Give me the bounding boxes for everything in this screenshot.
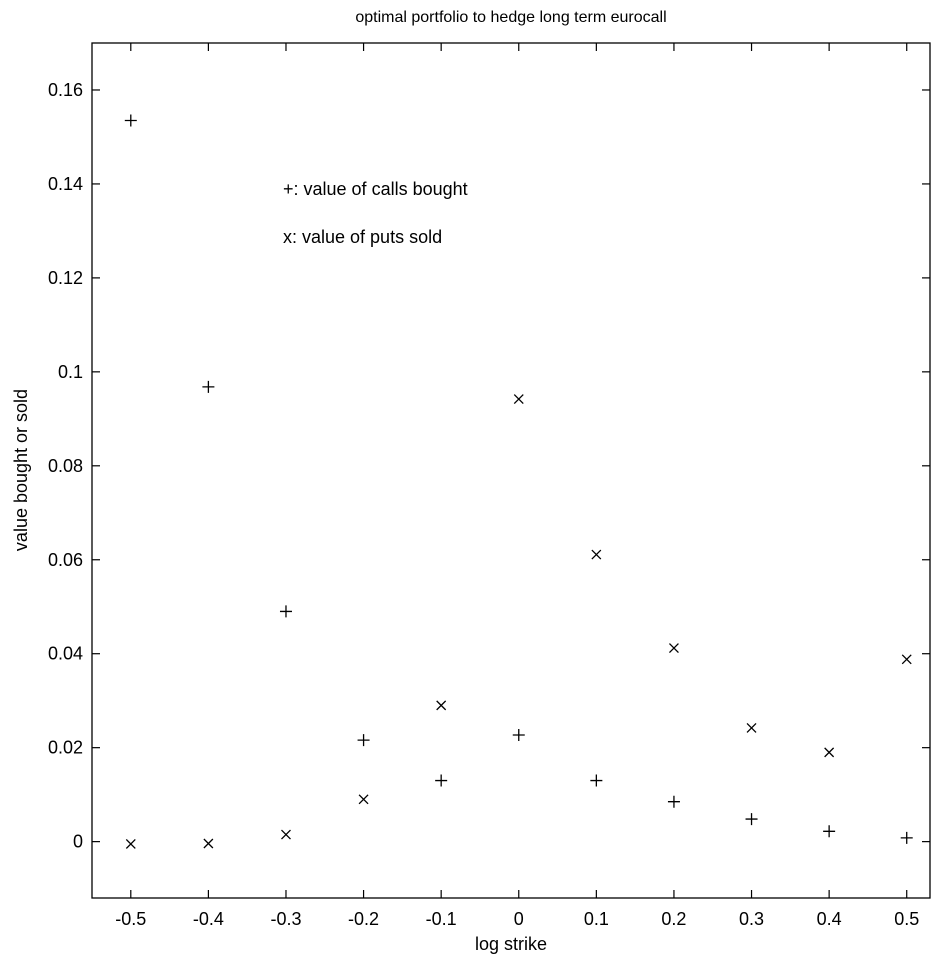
y-tick-label: 0.08 (48, 456, 83, 476)
puts-point (436, 700, 447, 711)
annotation-calls-text: : value of calls bought (294, 179, 468, 199)
annotation-group: +: value of calls bought x: value of put… (283, 179, 468, 247)
calls-point (590, 774, 603, 787)
y-tick-label: 0.02 (48, 738, 83, 758)
puts-point (203, 838, 214, 849)
calls-point (124, 114, 137, 127)
puts-point (824, 747, 835, 758)
calls-point (357, 734, 370, 747)
annotation-puts-text: : value of puts sold (292, 227, 442, 247)
annotation-calls: +: value of calls bought (283, 179, 468, 199)
x-tick-label: 0.1 (584, 909, 609, 929)
y-tick-label: 0.12 (48, 268, 83, 288)
y-tick-label: 0 (73, 832, 83, 852)
puts-point (358, 794, 369, 805)
y-tick-label: 0.06 (48, 550, 83, 570)
x-axis-label: log strike (475, 934, 547, 954)
x-tick-label: -0.5 (115, 909, 146, 929)
y-axis-ticks: 0 0.02 0.04 0.06 0.08 0.1 0.12 0.14 0.16 (48, 80, 930, 852)
series-plus (124, 114, 913, 844)
annotation-puts-symbol: x (283, 227, 292, 247)
series-x (125, 394, 912, 849)
calls-point (279, 605, 292, 618)
y-tick-label: 0.14 (48, 174, 83, 194)
puts-point (125, 839, 136, 849)
calls-point (900, 831, 913, 844)
x-tick-label: 0.3 (739, 909, 764, 929)
calls-point (435, 774, 448, 787)
annotation-puts: x: value of puts sold (283, 227, 442, 247)
y-tick-label: 0.04 (48, 644, 83, 664)
y-tick-label: 0.16 (48, 80, 83, 100)
calls-point (823, 825, 836, 838)
calls-point (512, 728, 525, 741)
x-tick-label: -0.3 (270, 909, 301, 929)
plot-area-frame (91, 42, 931, 899)
puts-point (281, 829, 291, 840)
puts-point (746, 722, 757, 733)
puts-point (513, 394, 524, 405)
puts-point (591, 549, 602, 560)
x-tick-label: 0 (514, 909, 524, 929)
x-tick-label: -0.1 (426, 909, 457, 929)
y-tick-label: 0.1 (58, 362, 83, 382)
calls-point (745, 813, 758, 826)
puts-point (668, 643, 679, 654)
x-tick-label: 0.5 (894, 909, 919, 929)
x-tick-label: -0.4 (193, 909, 224, 929)
annotation-calls-symbol: + (283, 179, 294, 199)
x-axis-ticks: -0.5 -0.4 -0.3 -0.2 -0.1 0 0.1 0.2 0.3 0.4 0.5 (115, 43, 919, 929)
series-layer (124, 114, 913, 849)
x-tick-label: -0.2 (348, 909, 379, 929)
calls-point (202, 380, 215, 393)
chart-title: optimal portfolio to hedge long term eur… (355, 9, 666, 26)
y-axis-label: value bought or sold (11, 389, 31, 551)
x-tick-label: 0.2 (661, 909, 686, 929)
calls-point (667, 795, 680, 808)
puts-point (901, 654, 912, 665)
x-tick-label: 0.4 (817, 909, 842, 929)
